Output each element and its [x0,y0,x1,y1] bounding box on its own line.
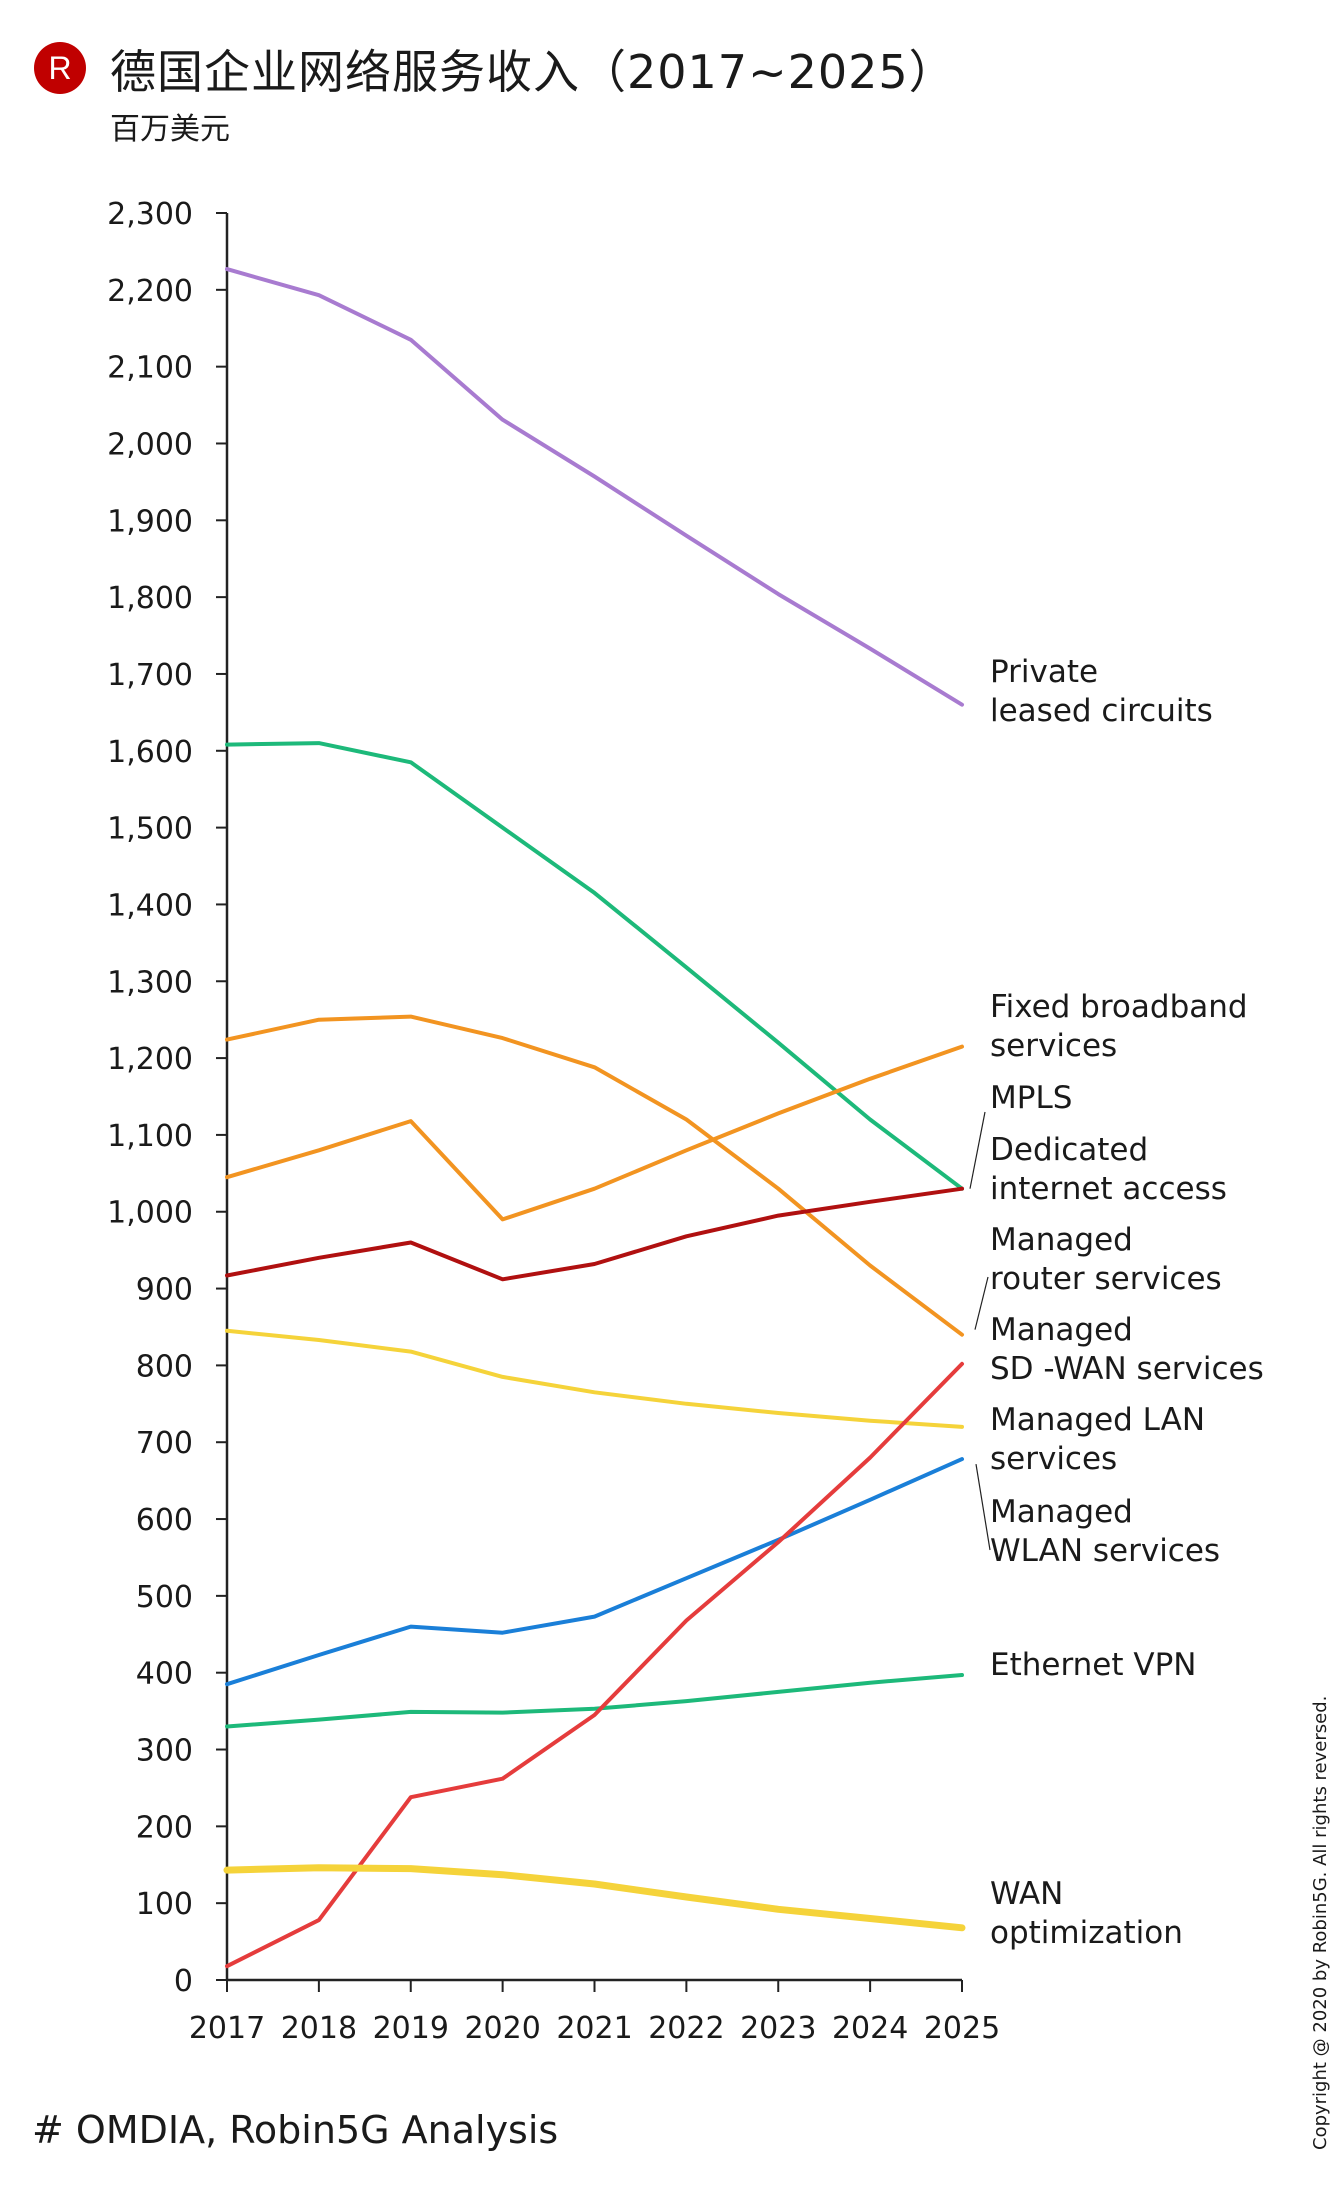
y-tick-label: 1,000 [107,1196,193,1231]
leader-line-mpls [969,1111,986,1189]
axes: 0 100 200 300 400 500 600 700 800 900 1,000 1,100 1,… [107,197,1000,2046]
y-tick-label: 2,200 [107,274,193,309]
series-label-managed-wlan-services: Managed WLAN services [990,1494,1220,1569]
series-labels: Private leased circuits MPLS Fixed broadban… [990,654,1264,1951]
y-tick-label: 400 [136,1657,193,1692]
x-tick-label: 2025 [924,2011,1000,2046]
series-label-line: Dedicated [990,1132,1148,1168]
chart-subtitle-units: 百万美元 [110,112,230,147]
y-tick-label: 900 [136,1273,193,1308]
series-lines [223,267,966,1969]
series-label-line: leased circuits [990,693,1213,729]
y-tick-label: 800 [136,1349,193,1384]
series-line-private-leased-circuits [225,267,964,707]
series-label-line: Managed [990,1494,1133,1530]
series-label-line: optimization [990,1915,1183,1951]
x-tick-label: 2021 [556,2011,632,2046]
y-tick-label: 200 [136,1810,193,1845]
y-tick-label: 700 [136,1426,193,1461]
x-tick-label: 2017 [189,2011,265,2046]
series-label-line: internet access [990,1171,1227,1207]
series-line-managed-sd-wan-services [225,1361,964,1969]
series-label-private-leased-circuits: Private leased circuits [990,654,1213,729]
series-label-line: services [990,1441,1117,1477]
y-tick-label: 1,700 [107,658,193,693]
y-tick-label: 2,300 [107,197,193,232]
leader-line-wlan [975,1464,991,1551]
series-label-fixed-broadband-services: Fixed broadband services [990,989,1248,1064]
robin5g-logo: R [34,42,86,94]
y-tick-label: 1,200 [107,1042,193,1077]
series-line-mpls [225,741,964,1191]
y-tick-label: 2,000 [107,427,193,462]
series-label-managed-sd-wan-services: Managed SD -WAN services [990,1312,1264,1387]
series-line-ethernet-vpn [225,1673,964,1729]
series-label-line: Managed [990,1222,1133,1258]
x-tick-label: 2020 [464,2011,540,2046]
series-line-fixed-broadband-services [225,1044,964,1222]
series-label-line: WLAN services [990,1533,1220,1569]
series-label-line: Private [990,654,1098,690]
series-line-wan-optimization [223,1864,966,1932]
x-tick-label: 2022 [648,2011,724,2046]
series-label-ethernet-vpn: Ethernet VPN [990,1647,1196,1683]
y-tick-label: 1,500 [107,812,193,847]
x-tick-label: 2019 [373,2011,449,2046]
y-tick-label: 1,600 [107,735,193,770]
y-tick-label: 1,300 [107,965,193,1000]
series-label-line: Managed LAN [990,1402,1205,1438]
series-label-mpls: MPLS [990,1080,1072,1116]
series-label-line: Fixed broadband [990,989,1248,1025]
y-tick-label: 0 [174,1964,193,1999]
chart-title: 德国企业网络服务收入（2017~2025） [110,45,956,99]
y-tick-label: 1,900 [107,504,193,539]
series-label-line: SD -WAN services [990,1351,1264,1387]
series-line-dedicated-internet-access [225,1186,964,1282]
series-label-line: Managed [990,1312,1133,1348]
x-tick-label: 2024 [832,2011,908,2046]
series-label-managed-lan-services: Managed LAN services [990,1402,1205,1477]
x-tick-label: 2023 [740,2011,816,2046]
leader-line-router [974,1276,989,1330]
series-line-managed-wlan-services [225,1457,964,1687]
x-tick-label: 2018 [281,2011,357,2046]
y-tick-label: 600 [136,1503,193,1538]
y-tick-label: 1,800 [107,581,193,616]
line-chart: 0 100 200 300 400 500 600 700 800 900 1,000 1,100 1,… [107,197,1264,2046]
series-label-line: router services [990,1261,1222,1297]
leader-lines [969,1111,991,1551]
series-label-line: Ethernet VPN [990,1647,1196,1683]
series-label-wan-optimization: WAN optimization [990,1876,1183,1951]
y-tick-label: 1,400 [107,888,193,923]
y-tick-label: 2,100 [107,351,193,386]
y-tick-label: 500 [136,1580,193,1615]
series-label-line: WAN [990,1876,1063,1912]
source-note: # OMDIA, Robin5G Analysis [32,2108,559,2152]
y-tick-label: 300 [136,1734,193,1769]
series-label-line: MPLS [990,1080,1072,1116]
series-line-managed-lan-services [225,1328,964,1429]
series-line-managed-router-services [225,1014,964,1337]
y-tick-label: 1,100 [107,1119,193,1154]
series-label-managed-router-services: Managed router services [990,1222,1222,1297]
series-label-line: services [990,1028,1117,1064]
copyright-note: Copyright @ 2020 by Robin5G. All rights … [1310,1695,1331,2150]
y-tick-label: 100 [136,1887,193,1922]
series-label-dedicated-internet-access: Dedicated internet access [990,1132,1227,1207]
